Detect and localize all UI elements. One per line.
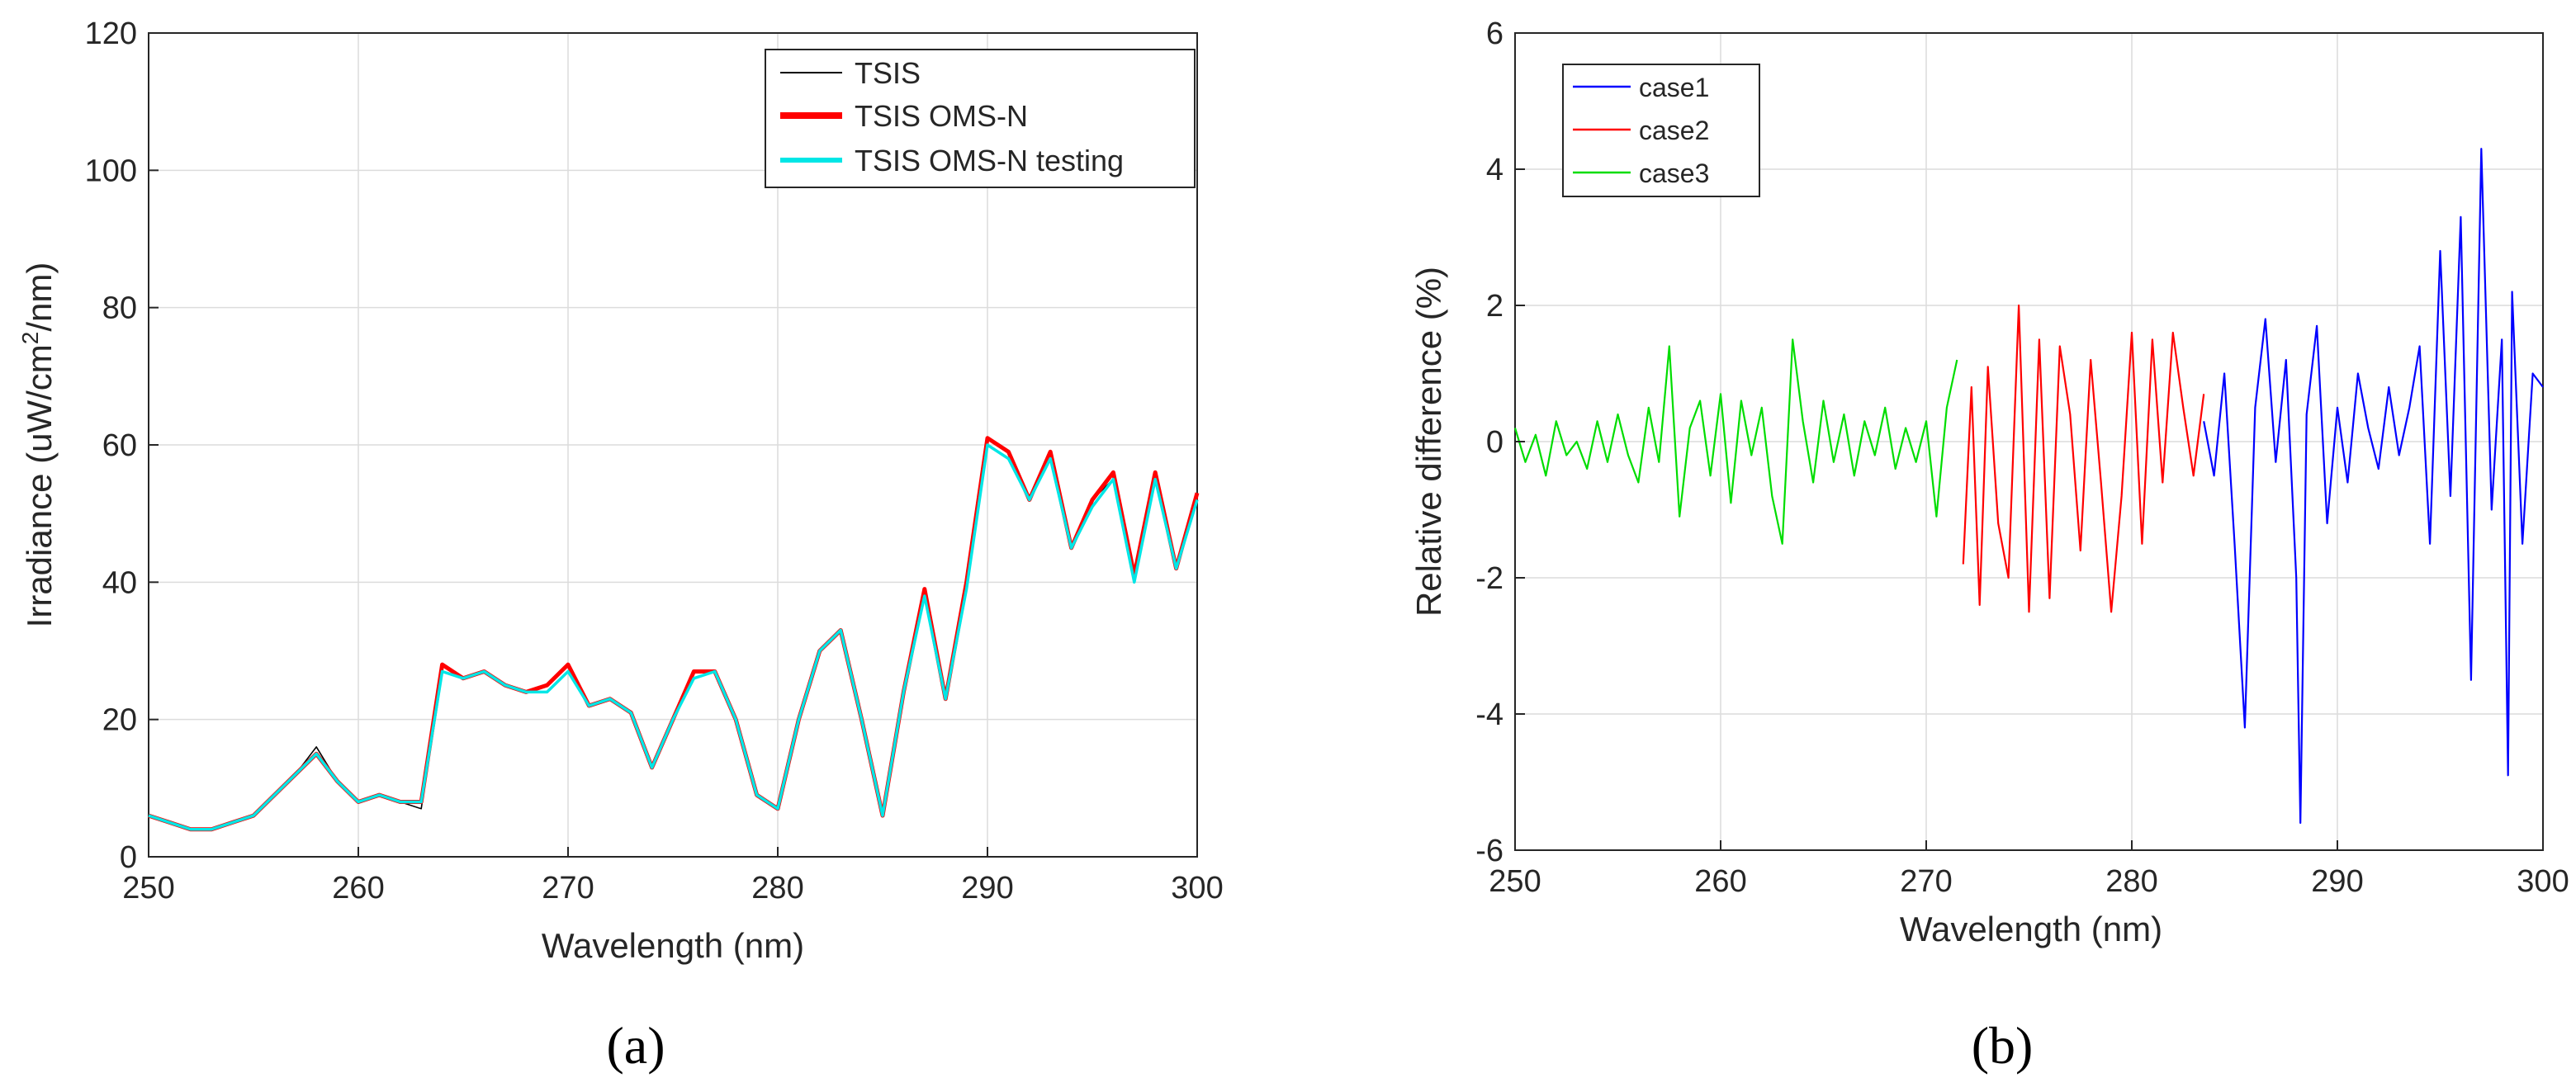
b-x-tick-label: 300 <box>2517 864 2569 899</box>
a-y-tick-label: 100 <box>85 154 137 188</box>
a-x-tick-label: 250 <box>122 871 174 905</box>
a-x-tick-label: 270 <box>542 871 594 905</box>
chart-a: 250 260 270 280 290 300 0 20 40 60 80 100 120 Wavele… <box>17 17 1224 1075</box>
a-y-tick-label: 120 <box>85 17 137 51</box>
b-y-tick-label: -4 <box>1475 697 1503 732</box>
a-y-axis-label-main: Irradiance (uW/cm <box>20 344 59 627</box>
b-legend-label-case2: case2 <box>1639 116 1709 145</box>
a-legend-label-tsis: TSIS <box>855 56 921 90</box>
a-y-axis-label: Irradiance (uW/cm2/nm) <box>17 262 59 628</box>
b-y-tick-label: -2 <box>1475 561 1503 596</box>
a-tick-labels: 250 260 270 280 290 300 0 20 40 60 80 100 120 <box>85 17 1224 905</box>
b-y-tick-label: 4 <box>1486 153 1503 187</box>
a-series-lines <box>148 436 1200 832</box>
b-x-tick-label: 260 <box>1694 864 1746 899</box>
a-x-tick-label: 280 <box>751 871 803 905</box>
b-series-lines <box>1513 148 2544 825</box>
b-x-tick-label: 280 <box>2105 864 2157 899</box>
a-series-tsis-oms-n <box>148 436 1200 832</box>
b-y-tick-label: 6 <box>1486 17 1503 51</box>
a-y-tick-label: 40 <box>102 565 137 600</box>
a-series-tsis <box>148 444 1198 830</box>
a-y-axis-label-tail: /nm) <box>20 262 59 332</box>
b-legend-label-case1: case1 <box>1639 73 1709 102</box>
a-x-tick-label: 290 <box>961 871 1013 905</box>
b-y-tick-label: 2 <box>1486 289 1503 324</box>
b-panel-label: (b) <box>1972 1016 2034 1075</box>
a-panel-label: (a) <box>606 1016 665 1075</box>
b-y-tick-label: -6 <box>1475 834 1503 868</box>
a-y-tick-label: 20 <box>102 703 137 738</box>
a-y-axis-label-sup: 2 <box>17 332 43 345</box>
b-y-axis-label: Relative difference (%) <box>1409 267 1448 617</box>
chart-b: 250 260 270 280 290 300 -6 -4 -2 0 2 4 6 Wavelength … <box>1409 17 2569 1075</box>
b-y-tick-label: 0 <box>1486 425 1503 460</box>
a-legend: TSIS TSIS OMS-N TSIS OMS-N testing <box>765 49 1196 188</box>
a-legend-label-oms: TSIS OMS-N <box>855 99 1028 133</box>
b-x-axis-label: Wavelength (nm) <box>1900 910 2162 948</box>
b-gridlines <box>1515 33 2543 850</box>
a-y-tick-label: 0 <box>120 840 137 875</box>
b-x-tick-label: 270 <box>1900 864 1952 899</box>
a-x-axis-label: Wavelength (nm) <box>542 926 804 965</box>
a-legend-label-oms-testing: TSIS OMS-N testing <box>855 144 1124 177</box>
a-x-tick-label: 260 <box>332 871 384 905</box>
b-tick-labels: 250 260 270 280 290 300 -6 -4 -2 0 2 4 6 <box>1475 17 2569 899</box>
b-x-tick-label: 290 <box>2311 864 2363 899</box>
b-x-tick-label: 250 <box>1489 864 1541 899</box>
b-series-case2 <box>1962 304 2205 613</box>
b-series-case1 <box>2203 148 2544 825</box>
a-series-tsis-oms-n-testing <box>148 443 1199 831</box>
a-y-tick-label: 80 <box>102 291 137 326</box>
b-legend: case1 case2 case3 <box>1562 64 1760 197</box>
b-legend-label-case3: case3 <box>1639 158 1709 188</box>
b-series-case3 <box>1513 338 1958 545</box>
a-y-tick-label: 60 <box>102 428 137 463</box>
a-x-tick-label: 300 <box>1171 871 1223 905</box>
